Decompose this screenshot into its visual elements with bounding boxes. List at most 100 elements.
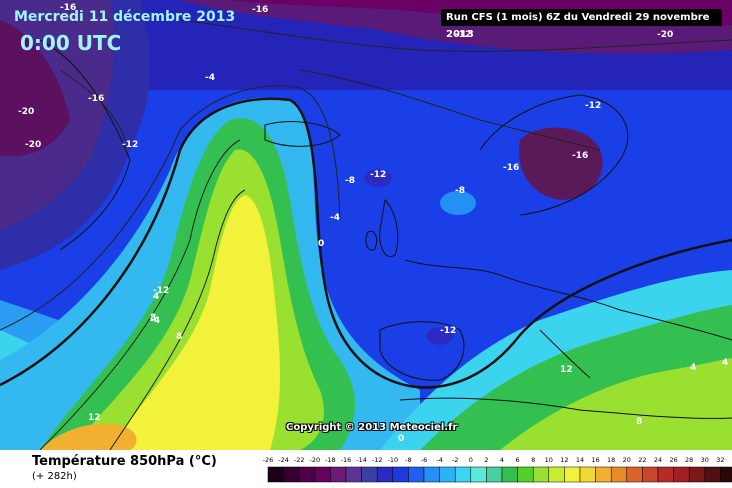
temperature-map: -16 -16 -20 -16 -12 -20 -4 -12 -12 -16 -16 -12 -8 -8 -… bbox=[0, 0, 732, 450]
isotherm-plus8 bbox=[109, 189, 246, 450]
scale-tick-label: 22 bbox=[638, 456, 646, 464]
field-warm-orange bbox=[40, 423, 137, 450]
coast-europe bbox=[404, 259, 732, 341]
isotherm-label: -20 bbox=[25, 140, 41, 150]
scale-swatch bbox=[626, 466, 643, 483]
scale-tick-label: 26 bbox=[669, 456, 677, 464]
scale-tick-label: -18 bbox=[325, 456, 336, 464]
isotherm-label: -12 bbox=[440, 326, 456, 336]
scale-swatch bbox=[564, 466, 581, 483]
isotherm-label: 12 bbox=[560, 365, 573, 375]
scale-swatch bbox=[298, 466, 316, 483]
coastlines bbox=[39, 39, 732, 419]
isotherm-minus16 bbox=[59, 69, 126, 141]
isotherm-minus8 bbox=[299, 69, 601, 151]
isotherm-label: -4 bbox=[150, 316, 160, 326]
scale-swatch bbox=[579, 466, 596, 483]
scale-tick-label: -14 bbox=[356, 456, 367, 464]
legend-subtitle: (+ 282h) bbox=[32, 471, 77, 482]
scale-tick-label: -2 bbox=[452, 456, 458, 464]
scale-tick-label: -8 bbox=[405, 456, 411, 464]
scale-tick-label: 30 bbox=[701, 456, 709, 464]
isotherm-label: -12 bbox=[122, 140, 138, 150]
scale-tick-label: -22 bbox=[294, 456, 305, 464]
scale-tick-label: 24 bbox=[654, 456, 662, 464]
scale-swatch bbox=[454, 466, 472, 483]
scale-tick-label: 16 bbox=[591, 456, 599, 464]
scale-tick-label: 12 bbox=[560, 456, 568, 464]
scale-tick-label: -4 bbox=[436, 456, 442, 464]
scale-swatch bbox=[704, 466, 721, 483]
scale-swatch bbox=[408, 466, 425, 483]
isotherm-minus12 bbox=[179, 19, 732, 52]
scale-swatch bbox=[657, 466, 674, 483]
scale-swatch bbox=[642, 466, 659, 483]
field-cold-pool-med bbox=[427, 327, 453, 345]
scale-swatch bbox=[330, 466, 347, 483]
isotherm-label: 0 bbox=[398, 434, 404, 444]
scale-tick-label: -20 bbox=[309, 456, 320, 464]
isotherm-label: 8 bbox=[150, 313, 156, 323]
isotherm-label: -12 bbox=[370, 170, 386, 180]
isotherm-zero bbox=[0, 97, 732, 389]
scale-swatch bbox=[392, 466, 409, 483]
forecast-date: Mercredi 11 décembre 2013 bbox=[14, 9, 236, 25]
scale-swatch bbox=[720, 466, 732, 483]
isotherm-label: -16 bbox=[60, 3, 76, 13]
isotherm-label: -16 bbox=[252, 5, 268, 15]
scale-swatch bbox=[283, 466, 300, 483]
isotherm-label: -20 bbox=[657, 30, 673, 40]
coast-africa bbox=[399, 397, 732, 419]
coast-greenland bbox=[39, 39, 131, 251]
scale-swatch bbox=[548, 466, 565, 483]
isotherm-label: -16 bbox=[88, 94, 104, 104]
isotherm-label: 12 bbox=[88, 413, 101, 423]
scale-tick-label: 2 bbox=[484, 456, 488, 464]
forecast-time: 0:00 UTC bbox=[20, 31, 122, 55]
isotherm-label: -12 bbox=[153, 286, 169, 296]
field-se-lightgreen bbox=[500, 358, 732, 450]
scale-tick-label: 6 bbox=[516, 456, 520, 464]
isotherm-label: -12 bbox=[585, 101, 601, 111]
isotherms bbox=[0, 19, 732, 450]
scale-swatch bbox=[345, 466, 362, 483]
scale-swatch bbox=[688, 466, 706, 483]
scale-swatch bbox=[267, 466, 284, 483]
scale-tick-label: 32 bbox=[716, 456, 724, 464]
scale-swatch bbox=[314, 466, 331, 483]
isotherm-label: 4 bbox=[153, 292, 159, 302]
scale-swatch bbox=[486, 466, 503, 483]
field-cold-pool-west bbox=[364, 169, 392, 187]
scale-tick-label: -6 bbox=[421, 456, 427, 464]
isotherm-label: -4 bbox=[205, 73, 215, 83]
isotherm-label: -8 bbox=[345, 176, 355, 186]
legend-title: Température 850hPa (°C) bbox=[32, 454, 217, 469]
scale-swatch bbox=[595, 466, 612, 483]
isotherm-label: 8 bbox=[636, 417, 642, 427]
isotherm-label: -16 bbox=[572, 151, 588, 161]
scale-tick-label: -24 bbox=[278, 456, 289, 464]
scale-tick-label: 18 bbox=[607, 456, 615, 464]
scale-swatch bbox=[501, 466, 518, 483]
legend-bar: Température 850hPa (°C) (+ 282h) -26 -24-… bbox=[0, 450, 732, 488]
scale-swatch bbox=[439, 466, 456, 483]
scale-swatch bbox=[376, 466, 394, 483]
isotherm-label: -12 bbox=[455, 30, 471, 40]
isotherm-minus4 bbox=[0, 85, 341, 331]
scale-swatch bbox=[517, 466, 534, 483]
scale-tick-label: 8 bbox=[531, 456, 535, 464]
scale-tick-label: 14 bbox=[576, 456, 584, 464]
isotherm-labels: -16 -16 -20 -16 -12 -20 -4 -12 -12 -16 -16 -12 -8 -8 -… bbox=[18, 3, 728, 444]
isotherm-label: 0 bbox=[318, 239, 324, 249]
coast-ireland bbox=[365, 230, 378, 251]
scale-tick-label: 20 bbox=[623, 456, 631, 464]
coast-scandinavia bbox=[479, 94, 629, 216]
scale-tick-label: -12 bbox=[372, 456, 383, 464]
copyright-text: Copyright © 2013 Meteociel.fr bbox=[286, 422, 458, 433]
coast-iceland bbox=[264, 121, 341, 147]
scale-tick-label: 0 bbox=[469, 456, 473, 464]
field-nw-core bbox=[0, 20, 70, 157]
scale-tick-label: 10 bbox=[545, 456, 553, 464]
scale-tick-label: -16 bbox=[341, 456, 352, 464]
